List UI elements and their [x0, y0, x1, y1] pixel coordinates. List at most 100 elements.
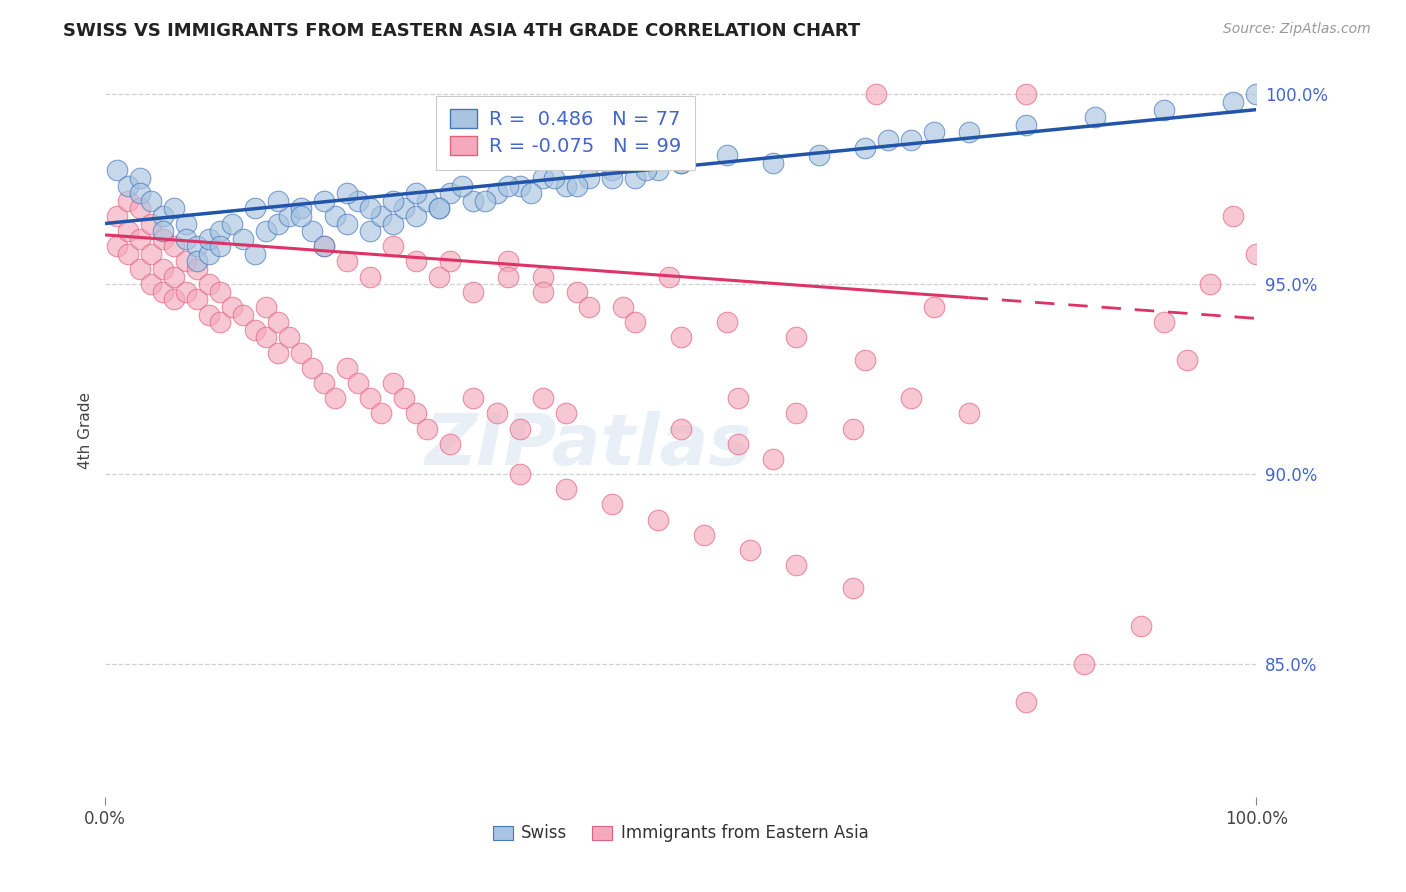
Point [139, 194, 162, 208]
Point [669, 421, 692, 435]
Point [496, 254, 519, 268]
Point [209, 285, 232, 299]
Point [1246, 87, 1268, 102]
Point [1246, 247, 1268, 261]
Point [381, 217, 404, 231]
Point [370, 406, 392, 420]
Point [738, 543, 761, 558]
Point [117, 224, 139, 238]
Point [669, 155, 692, 169]
Point [600, 163, 623, 178]
Point [416, 421, 439, 435]
Point [405, 186, 427, 201]
Point [451, 178, 474, 193]
Point [197, 308, 219, 322]
Point [381, 239, 404, 253]
Point [152, 262, 174, 277]
Point [842, 421, 865, 435]
Point [807, 148, 830, 162]
Point [152, 232, 174, 246]
Point [174, 285, 197, 299]
Point [531, 391, 554, 405]
Point [853, 353, 876, 368]
Point [209, 239, 232, 253]
Point [716, 315, 738, 329]
Text: SWISS VS IMMIGRANTS FROM EASTERN ASIA 4TH GRADE CORRELATION CHART: SWISS VS IMMIGRANTS FROM EASTERN ASIA 4T… [63, 22, 860, 40]
Point [565, 285, 588, 299]
Point [163, 239, 186, 253]
Point [1222, 95, 1244, 109]
Point [139, 277, 162, 292]
Point [221, 217, 243, 231]
Point [290, 202, 312, 216]
Point [647, 513, 669, 527]
Point [496, 178, 519, 193]
Point [312, 239, 335, 253]
Point [647, 163, 669, 178]
Point [117, 178, 139, 193]
Point [427, 202, 450, 216]
Point [785, 330, 807, 344]
Point [312, 376, 335, 390]
Point [509, 178, 531, 193]
Point [1015, 118, 1038, 132]
Point [139, 247, 162, 261]
Point [312, 239, 335, 253]
Point [612, 300, 634, 314]
Point [186, 262, 208, 277]
Point [785, 558, 807, 573]
Point [405, 209, 427, 223]
Point [900, 391, 922, 405]
Point [254, 330, 277, 344]
Point [1153, 315, 1175, 329]
Point [186, 239, 208, 253]
Point [301, 360, 323, 375]
Point [669, 330, 692, 344]
Point [394, 202, 416, 216]
Point [325, 209, 347, 223]
Point [427, 202, 450, 216]
Point [370, 209, 392, 223]
Point [1073, 657, 1095, 671]
Point [1175, 353, 1198, 368]
Point [325, 391, 347, 405]
Point [658, 269, 681, 284]
Point [254, 224, 277, 238]
Point [243, 323, 266, 337]
Point [267, 194, 290, 208]
Point [474, 194, 496, 208]
Point [336, 217, 359, 231]
Point [394, 391, 416, 405]
Point [105, 239, 128, 253]
Point [727, 391, 749, 405]
Point [209, 224, 232, 238]
Legend: R =  0.486   N = 77, R = -0.075   N = 99: R = 0.486 N = 77, R = -0.075 N = 99 [436, 95, 695, 169]
Point [105, 209, 128, 223]
Point [243, 247, 266, 261]
Point [439, 186, 461, 201]
Point [359, 224, 381, 238]
Point [416, 194, 439, 208]
Point [152, 209, 174, 223]
Point [128, 262, 150, 277]
Point [531, 269, 554, 284]
Point [232, 232, 254, 246]
Point [1015, 87, 1038, 102]
Point [197, 247, 219, 261]
Point [381, 194, 404, 208]
Point [128, 232, 150, 246]
Point [405, 254, 427, 268]
Point [128, 170, 150, 185]
Point [359, 269, 381, 284]
Point [463, 391, 485, 405]
Point [463, 285, 485, 299]
Point [485, 186, 508, 201]
Point [254, 300, 277, 314]
Point [381, 376, 404, 390]
Point [762, 155, 785, 169]
Point [554, 482, 576, 496]
Point [1199, 277, 1222, 292]
Point [139, 217, 162, 231]
Y-axis label: 4th Grade: 4th Grade [79, 392, 93, 469]
Point [842, 581, 865, 595]
